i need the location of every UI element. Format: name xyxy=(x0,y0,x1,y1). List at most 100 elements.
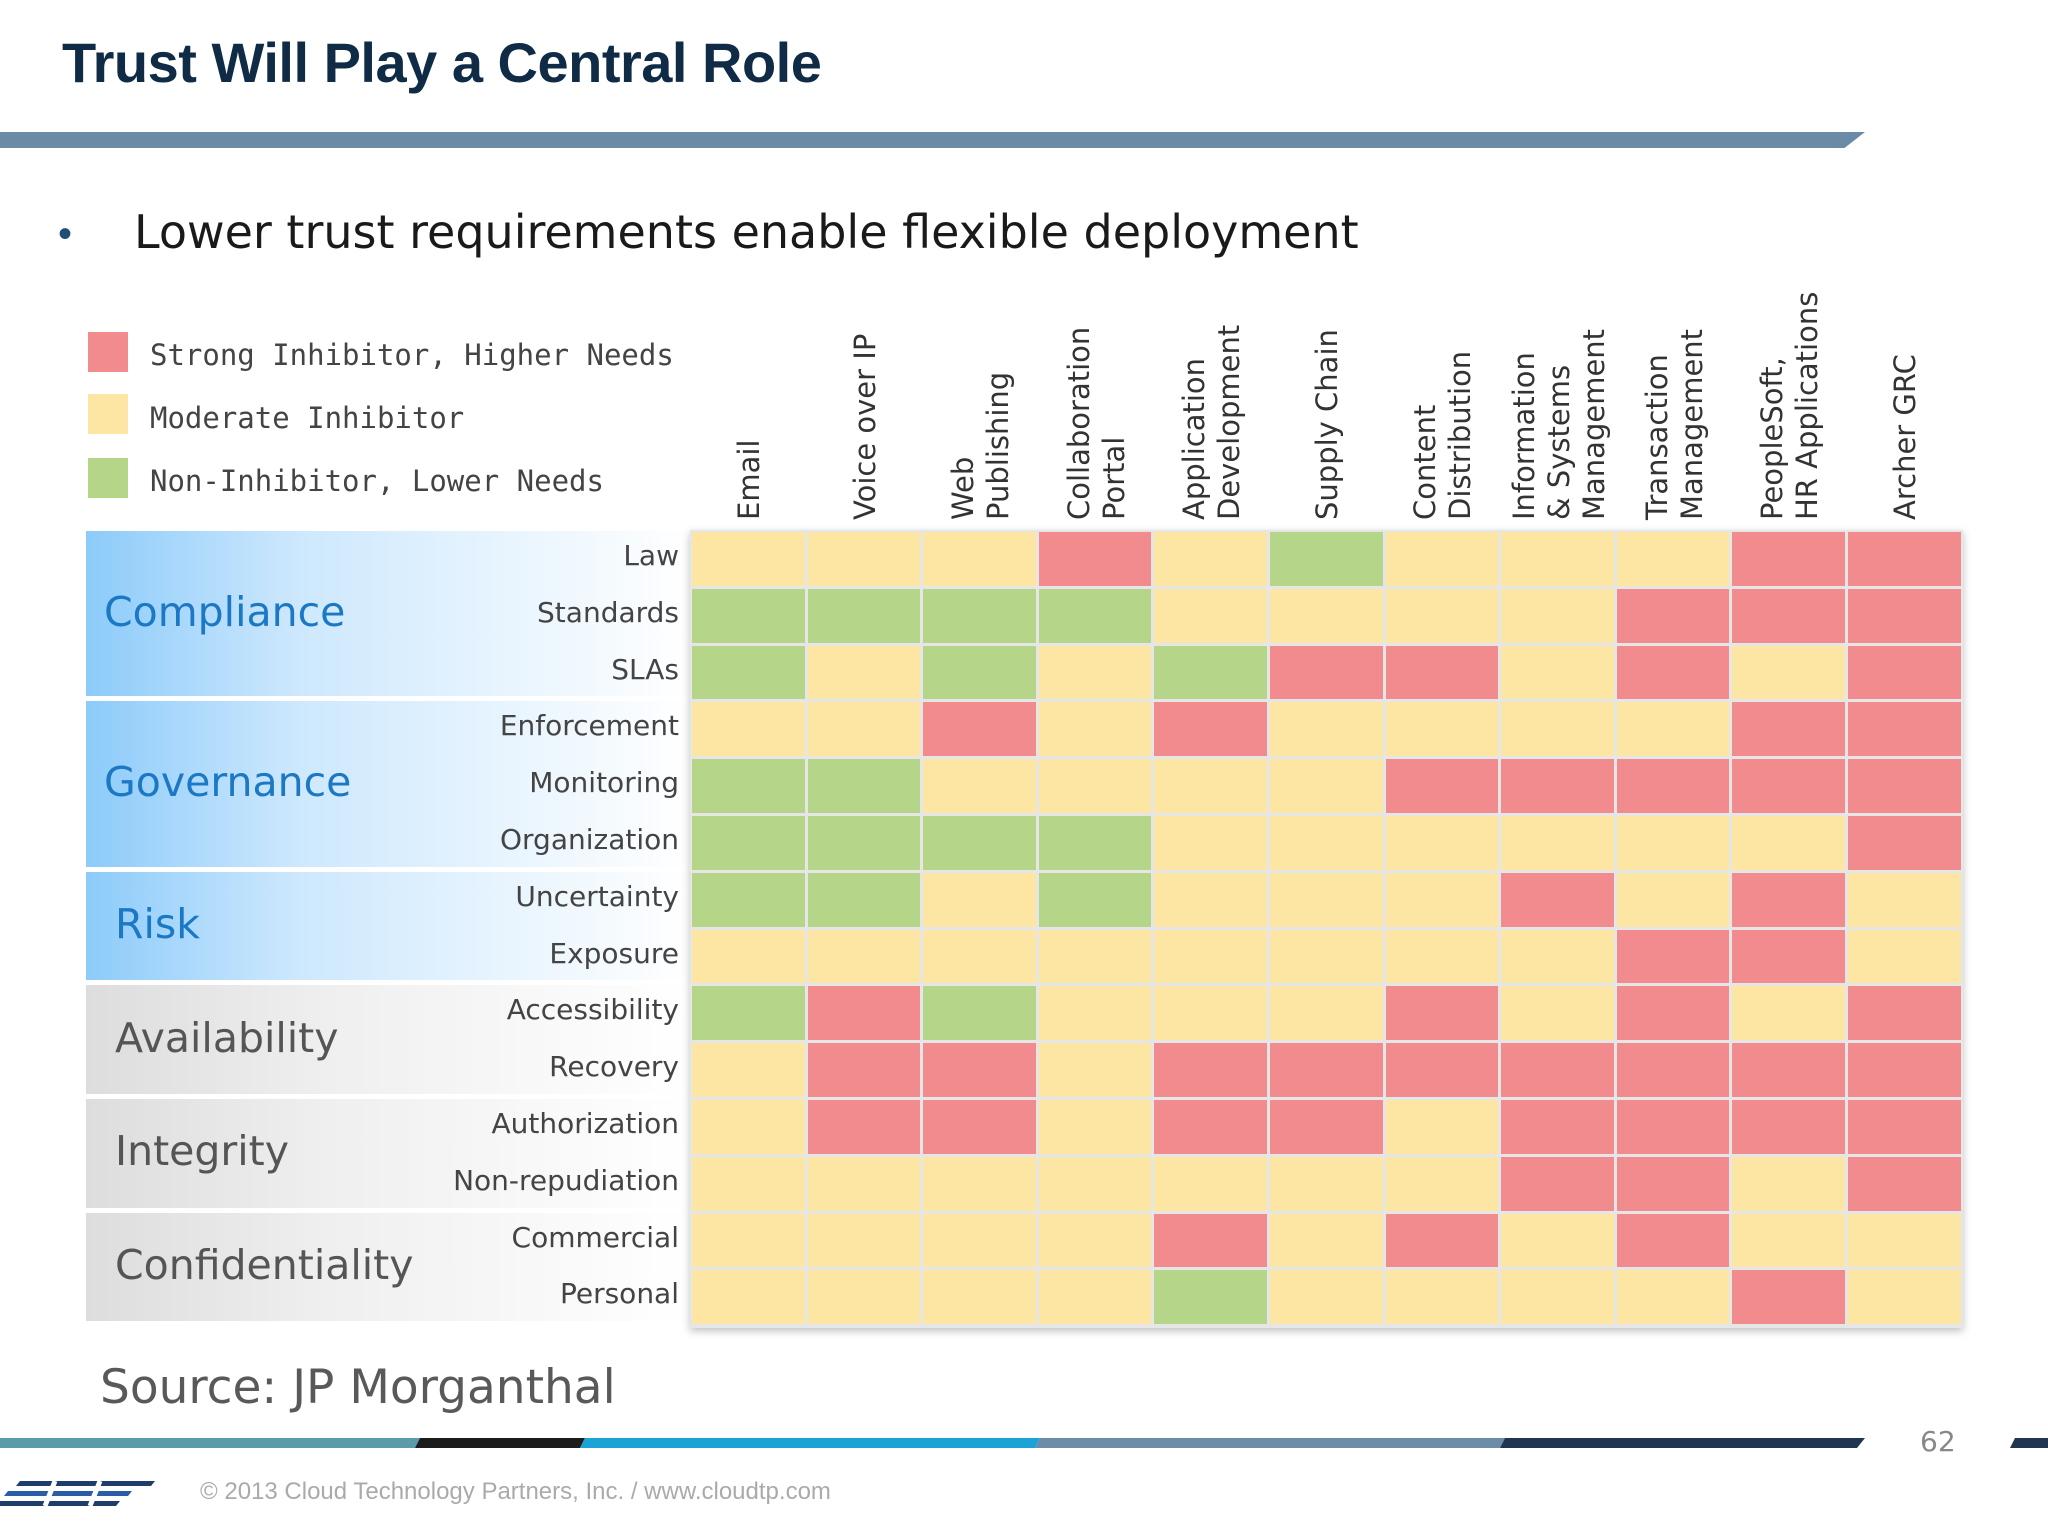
heatmap-cell xyxy=(1501,986,1614,1041)
heatmap-cell xyxy=(807,588,921,643)
heatmap-cell xyxy=(1038,872,1152,927)
group-label: Risk xyxy=(115,900,200,949)
legend-swatch-non xyxy=(88,458,128,498)
heatmap-cell xyxy=(1848,532,1961,586)
heatmap-cell xyxy=(923,588,1036,643)
heatmap-cell xyxy=(692,1270,805,1325)
heatmap-cell xyxy=(1616,532,1730,586)
bullet-icon: • xyxy=(58,212,73,256)
heatmap-cell xyxy=(692,986,805,1041)
heatmap-cell xyxy=(923,702,1036,757)
heatmap-cell xyxy=(1270,1100,1383,1154)
heatmap-cell xyxy=(1616,1043,1730,1097)
heatmap-cell xyxy=(1616,986,1730,1041)
heatmap-cell xyxy=(1154,1213,1267,1268)
heatmap-cell xyxy=(1616,1213,1730,1268)
heatmap-cell xyxy=(1038,532,1152,586)
heatmap-cell xyxy=(1732,645,1845,700)
heatmap-cell xyxy=(1154,1270,1267,1325)
source-caption: Source: JP Morganthal xyxy=(100,1360,616,1415)
heatmap-cell xyxy=(1154,1043,1267,1097)
heatmap-cell xyxy=(1270,1270,1383,1325)
heatmap-cell xyxy=(1848,986,1961,1041)
heatmap-cell xyxy=(807,1043,921,1097)
row-label: Exposure xyxy=(549,936,679,970)
heatmap-cell xyxy=(1270,1213,1383,1268)
group-band xyxy=(86,871,688,981)
heatmap-cell xyxy=(1385,1100,1499,1154)
row-label: Monitoring xyxy=(529,766,679,800)
heatmap-cell xyxy=(1154,759,1267,813)
row-label: SLAs xyxy=(611,652,679,686)
heatmap-cell xyxy=(1154,532,1267,586)
heatmap-cell xyxy=(692,759,805,813)
heatmap-cell xyxy=(1038,816,1152,870)
group-label: Availability xyxy=(115,1013,339,1062)
heatmap-cell xyxy=(1385,645,1499,700)
heatmap-cell xyxy=(807,759,921,813)
heatmap-cell xyxy=(807,1213,921,1268)
title-underline-bar xyxy=(0,132,1865,148)
heatmap-cell xyxy=(923,986,1036,1041)
heatmap-cell xyxy=(923,816,1036,870)
page-title: Trust Will Play a Central Role xyxy=(62,31,822,94)
group-label: Confidentiality xyxy=(115,1240,414,1289)
group-label: Integrity xyxy=(115,1127,289,1176)
heatmap-cell xyxy=(1385,588,1499,643)
heatmap-cell xyxy=(1732,1213,1845,1268)
heatmap-cell xyxy=(1848,1043,1961,1097)
heatmap-cell xyxy=(1154,929,1267,984)
heatmap-cell xyxy=(1616,1270,1730,1325)
heatmap-cell xyxy=(1385,816,1499,870)
group-band xyxy=(86,1099,688,1208)
heatmap-cell xyxy=(1732,986,1845,1041)
heatmap-cell xyxy=(1385,532,1499,586)
heatmap-cell xyxy=(1038,645,1152,700)
row-label: Authorization xyxy=(491,1107,679,1140)
heatmap-cell xyxy=(1616,1100,1730,1154)
heatmap-cell xyxy=(1385,759,1499,813)
group-band xyxy=(86,1212,688,1322)
heatmap-cell xyxy=(1038,759,1152,813)
heatmap-cell xyxy=(923,1043,1036,1097)
heatmap-cell xyxy=(692,872,805,927)
heatmap-cell xyxy=(1385,702,1499,757)
column-header: Collaboration Portal xyxy=(1061,326,1131,520)
heatmap-cell xyxy=(1848,588,1961,643)
heatmap-cell xyxy=(1154,1156,1267,1211)
heatmap-cell xyxy=(807,816,921,870)
heatmap-cell xyxy=(1848,929,1961,984)
column-header: Application Development xyxy=(1177,324,1247,520)
column-header: Supply Chain xyxy=(1310,329,1345,520)
heatmap-cell xyxy=(1616,816,1730,870)
heatmap-cell xyxy=(1501,588,1614,643)
heatmap-cell xyxy=(923,532,1036,586)
heatmap-cell xyxy=(1848,645,1961,700)
heatmap-cell xyxy=(807,986,921,1041)
heatmap-cell xyxy=(1616,929,1730,984)
heatmap-cell xyxy=(923,1213,1036,1268)
heatmap-cell xyxy=(807,1100,921,1154)
heatmap-cell xyxy=(1270,986,1383,1041)
heatmap-cell xyxy=(1732,532,1845,586)
footer-segment-4 xyxy=(1035,1438,1505,1448)
company-logo-icon xyxy=(0,1480,155,1507)
heatmap-cell xyxy=(1501,1100,1614,1154)
heatmap-cell xyxy=(923,872,1036,927)
heatmap-cell xyxy=(1848,1156,1961,1211)
column-header: Email xyxy=(732,439,767,520)
heatmap-cell xyxy=(1270,816,1383,870)
heatmap-cell xyxy=(692,1100,805,1154)
heatmap-cell xyxy=(1501,872,1614,927)
group-band xyxy=(86,985,688,1094)
row-label: Law xyxy=(623,539,679,572)
heatmap-cell xyxy=(807,1270,921,1325)
heatmap-cell xyxy=(1038,986,1152,1041)
column-header: PeopleSoft, HR Applications xyxy=(1755,291,1825,520)
row-label: Standards xyxy=(537,595,679,629)
heatmap-cell xyxy=(1038,1213,1152,1268)
heatmap-cell xyxy=(1501,929,1614,984)
heatmap-cell xyxy=(1385,986,1499,1041)
heatmap-cell xyxy=(1038,1043,1152,1097)
heatmap-cell xyxy=(1154,986,1267,1041)
